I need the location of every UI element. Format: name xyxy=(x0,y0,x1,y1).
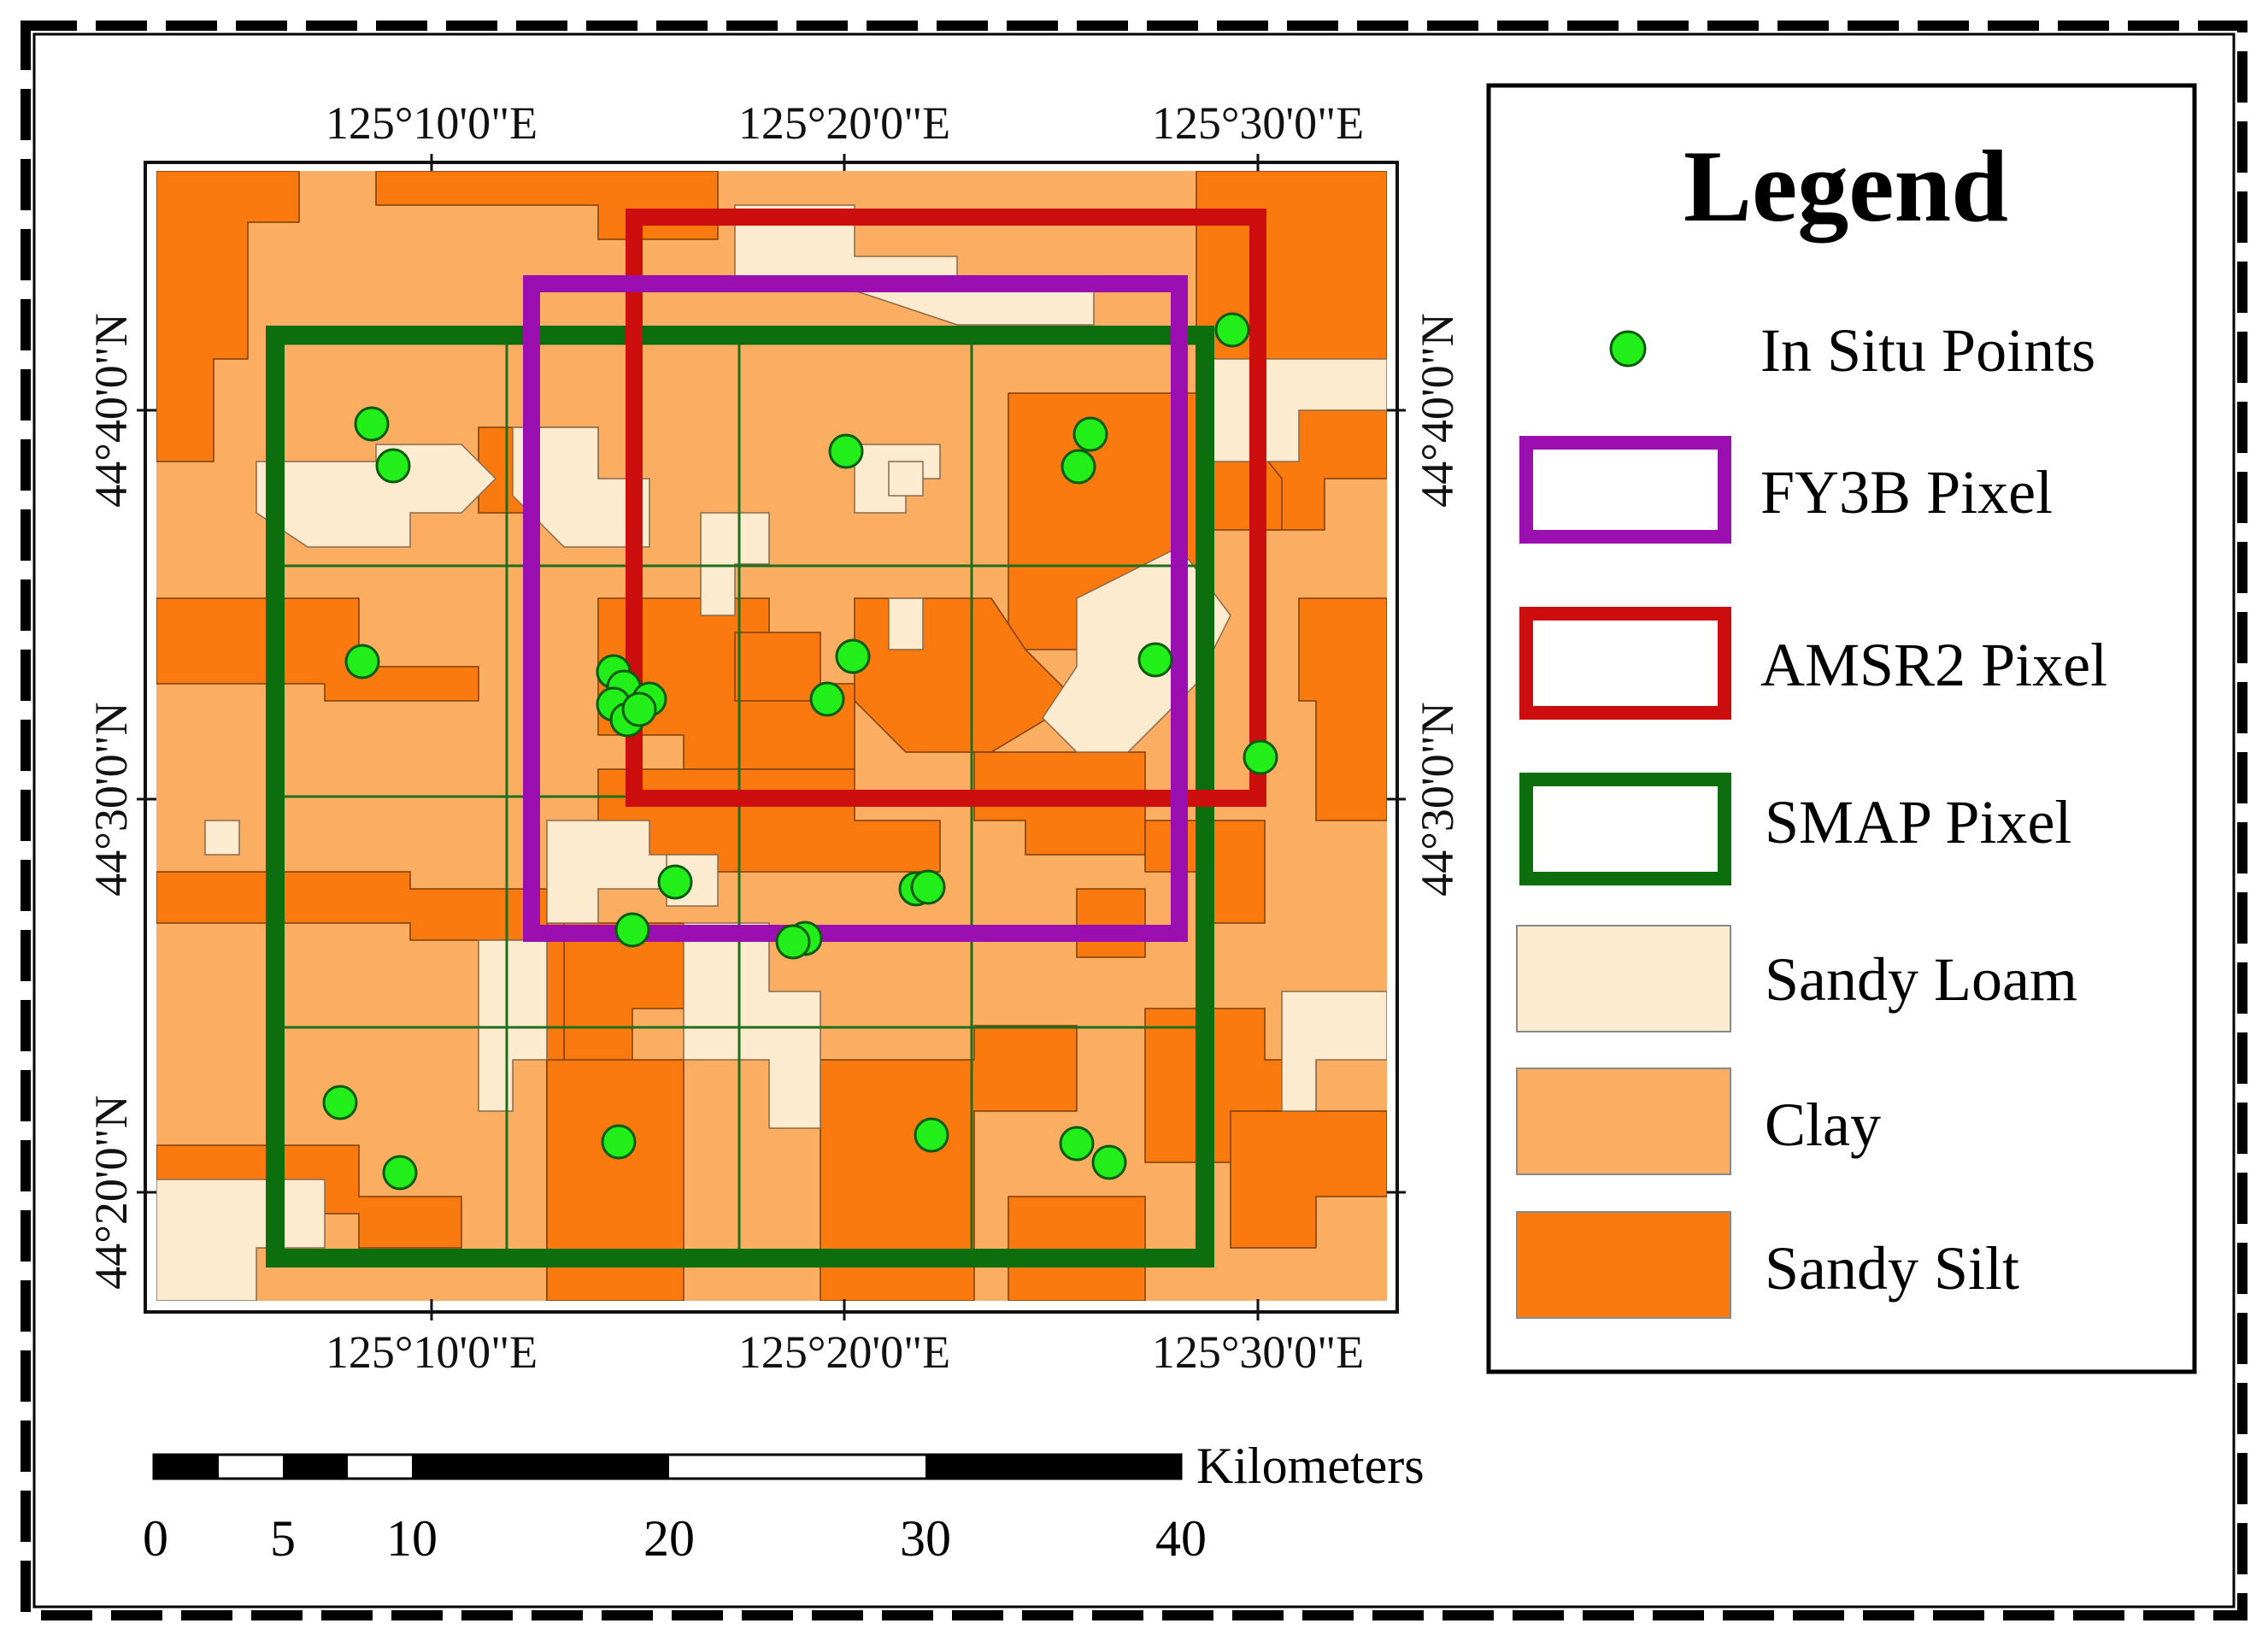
in-situ-point xyxy=(914,1117,949,1153)
scale-seg-1 xyxy=(154,1455,219,1479)
in-situ-point xyxy=(828,433,864,469)
bottom-lon-label-3: 125°30'0"E xyxy=(1152,1326,1364,1378)
in-situ-point xyxy=(1243,739,1278,775)
fy3b-pixel-box xyxy=(523,275,1188,942)
scale-tick-40: 40 xyxy=(1155,1510,1207,1567)
scale-tick-20: 20 xyxy=(643,1510,695,1567)
left-lat-label-2: 44°30'0"N xyxy=(85,702,137,896)
green-dot-icon xyxy=(1609,330,1647,368)
sandy-loam-areas xyxy=(156,204,1387,1301)
in-situ-point xyxy=(1137,642,1173,678)
scale-tick-5: 5 xyxy=(270,1510,296,1567)
in-situ-point xyxy=(775,924,811,960)
legend-box xyxy=(1486,83,2197,1374)
legend: Legend In Situ Points FY3B Pixel AMSR2 P… xyxy=(1486,83,2197,1374)
top-lon-label-2: 125°20'0"E xyxy=(738,97,950,149)
in-situ-point xyxy=(354,406,390,442)
scale-seg-2 xyxy=(283,1455,348,1479)
in-situ-point xyxy=(1061,449,1096,485)
bottom-lon-label-1: 125°10'0"E xyxy=(326,1326,538,1378)
amsr2-pixel-box xyxy=(626,209,1266,807)
legend-label-clay: Clay xyxy=(1765,1091,1881,1159)
map-ticks xyxy=(137,154,1406,1320)
top-lon-label-3: 125°30'0"E xyxy=(1152,97,1364,149)
sandy-silt-swatch xyxy=(1516,1211,1731,1319)
scale-tick-10: 10 xyxy=(386,1510,438,1567)
in-situ-point xyxy=(621,691,657,727)
in-situ-point xyxy=(322,1085,358,1120)
legend-label-smap: SMAP Pixel xyxy=(1765,788,2071,856)
scale-seg-4 xyxy=(925,1455,1181,1479)
sandy-loam-swatch xyxy=(1516,925,1731,1032)
legend-label-fy3b: FY3B Pixel xyxy=(1760,458,2053,526)
scale-unit: Kilometers xyxy=(1196,1438,1425,1494)
in-situ-point xyxy=(1214,312,1250,348)
scale-tick-30: 30 xyxy=(900,1510,951,1567)
in-situ-point xyxy=(1091,1144,1127,1180)
in-situ-point xyxy=(614,912,650,948)
in-situ-point xyxy=(1059,1126,1095,1162)
in-situ-point xyxy=(835,638,871,674)
in-situ-point xyxy=(375,448,411,484)
in-situ-point xyxy=(382,1155,418,1191)
scale-bar: Kilometers 0 5 10 20 30 40 xyxy=(143,1438,1425,1567)
scale-tick-0: 0 xyxy=(143,1510,168,1567)
scale-seg-3 xyxy=(412,1455,669,1479)
inner-frame xyxy=(32,32,2236,1609)
legend-title: Legend xyxy=(1683,129,2008,244)
in-situ-points xyxy=(322,312,1278,1191)
right-lat-label-2: 44°30'0"N xyxy=(1412,702,1463,896)
green-box-icon xyxy=(1519,773,1731,885)
in-situ-point xyxy=(1072,416,1108,452)
legend-label-in-situ: In Situ Points xyxy=(1760,316,2095,385)
legend-label-sandy-silt: Sandy Silt xyxy=(1765,1234,2019,1303)
bottom-lon-label-2: 125°20'0"E xyxy=(738,1326,950,1378)
neatline-border xyxy=(21,21,2247,1620)
in-situ-point xyxy=(657,864,693,900)
top-lon-label-1: 125°10'0"E xyxy=(326,97,538,149)
red-box-icon xyxy=(1519,607,1731,720)
legend-label-amsr2: AMSR2 Pixel xyxy=(1760,631,2107,699)
in-situ-point xyxy=(601,1124,637,1160)
in-situ-point xyxy=(910,869,946,905)
legend-label-sandy-loam: Sandy Loam xyxy=(1765,945,2077,1014)
right-lat-label-1: 44°40'0"N xyxy=(1412,313,1463,507)
purple-box-icon xyxy=(1519,436,1731,544)
in-situ-point xyxy=(809,681,845,717)
left-lat-label-3: 44°20'0"N xyxy=(85,1095,137,1289)
clay-swatch xyxy=(1516,1068,1731,1175)
in-situ-point xyxy=(344,644,380,679)
left-lat-label-1: 44°40'0"N xyxy=(85,313,137,507)
